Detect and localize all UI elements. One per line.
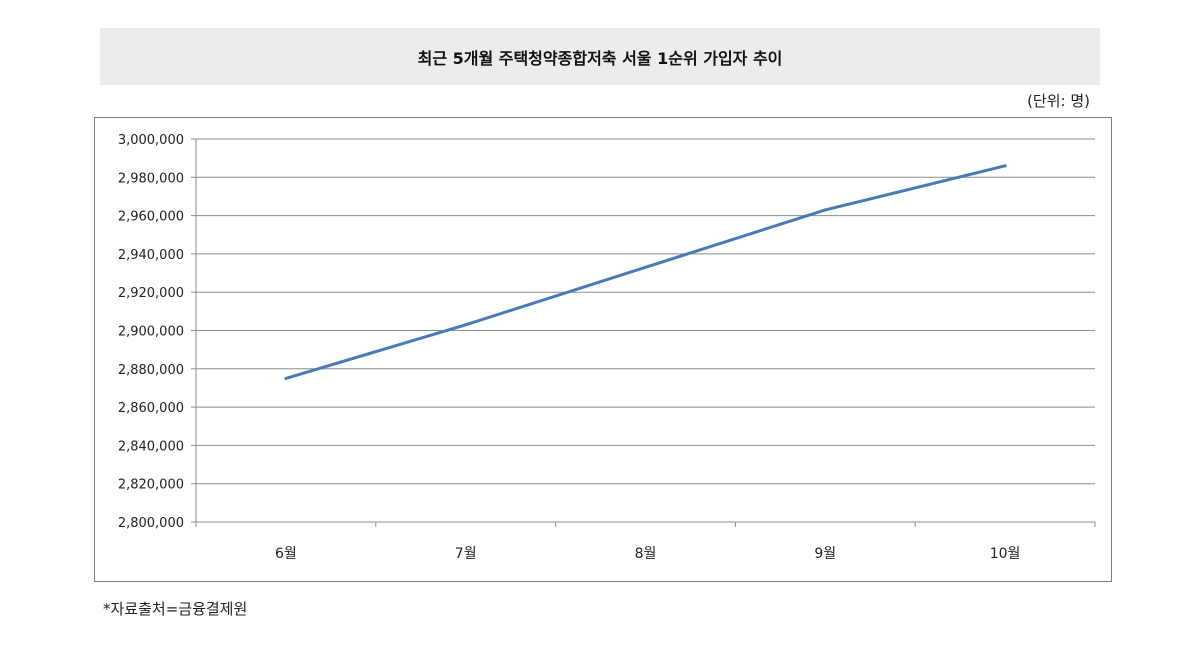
y-tick-label: 2,940,000 [118, 248, 184, 263]
data-point [823, 208, 827, 212]
source-note: *자료출처=금융결제원 [103, 600, 248, 618]
y-tick-label: 2,800,000 [118, 516, 184, 531]
y-tick-label: 2,820,000 [118, 478, 184, 493]
x-tick-label: 6월 [275, 546, 297, 562]
x-tick-label: 8월 [635, 546, 657, 562]
y-tick-label: 2,920,000 [118, 286, 184, 301]
y-tick-label: 2,860,000 [118, 401, 184, 416]
x-tick-label: 9월 [814, 546, 836, 562]
series-line [284, 164, 1007, 380]
y-tick-label: 2,900,000 [118, 325, 184, 340]
data-point [464, 323, 468, 327]
chart-title: 최근 5개월 주택청약종합저축 서울 1순위 가입자 추이 [417, 48, 783, 68]
chart-title-band: 최근 5개월 주택청약종합저축 서울 1순위 가입자 추이 [100, 28, 1100, 85]
data-point [1003, 164, 1007, 168]
y-tick-label: 2,840,000 [118, 439, 184, 454]
y-tick-label: 3,000,000 [118, 133, 184, 148]
y-tick-label: 2,980,000 [118, 171, 184, 186]
y-tick-label: 2,960,000 [118, 210, 184, 225]
line-chart: 2,800,000 2,820,000 2,840,000 2,860,000 2,88… [118, 133, 1096, 562]
data-point [284, 376, 288, 380]
unit-label: (단위: 명) [1027, 92, 1090, 110]
x-tick-label: 10월 [990, 546, 1021, 562]
data-point [644, 265, 647, 269]
chart-frame: 2,800,000 2,820,000 2,840,000 2,860,000 2,88… [94, 117, 1112, 582]
x-tick-label: 7월 [455, 546, 477, 562]
y-tick-label: 2,880,000 [118, 363, 184, 378]
